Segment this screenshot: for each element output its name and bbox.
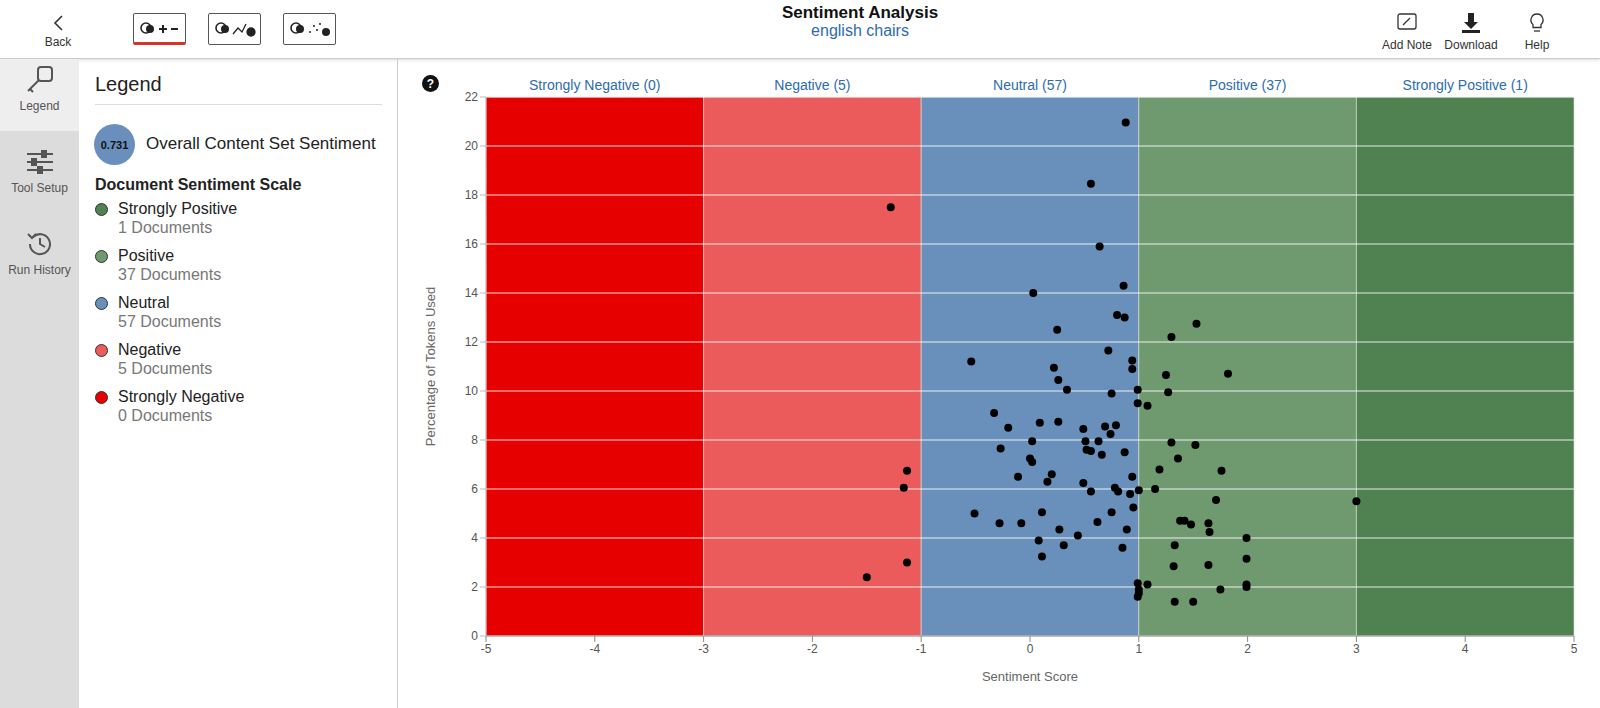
html-text:0.731: 0.731: [100, 138, 129, 151]
html-text:Legend: Legend: [95, 73, 162, 95]
svg-text:8: 8: [471, 433, 478, 447]
html-text:Document Sentiment Scale: Document Sentiment Scale: [95, 176, 302, 193]
html-text:Overall Content Set Sentiment: Overall Content Set Sentiment: [146, 134, 376, 153]
svg-text:Neutral (57): Neutral (57): [993, 77, 1067, 93]
html-text:Help: Help: [1524, 38, 1550, 52]
svg-text:20: 20: [465, 139, 479, 153]
svg-text:1: 1: [1135, 642, 1142, 656]
html-text:Strongly Positive: Strongly Positive: [118, 200, 238, 217]
svg-text:-1: -1: [916, 642, 927, 656]
svg-text:18: 18: [465, 188, 479, 202]
svg-text:-2: -2: [807, 642, 818, 656]
svg-text:6: 6: [471, 482, 478, 496]
html-text:37 Documents: 37 Documents: [118, 266, 222, 283]
html-text:Neutral: Neutral: [118, 294, 170, 311]
svg-text:0: 0: [1027, 642, 1034, 656]
html-text:1 Documents: 1 Documents: [118, 219, 213, 236]
svg-text:Strongly Positive (1): Strongly Positive (1): [1403, 77, 1528, 93]
svg-text:22: 22: [465, 90, 479, 104]
svg-text:3: 3: [1353, 642, 1360, 656]
html-text:Negative: Negative: [118, 341, 182, 358]
svg-text:10: 10: [465, 384, 479, 398]
svg-text:16: 16: [465, 237, 479, 251]
html-text:Run History: Run History: [8, 263, 71, 277]
svg-text:0: 0: [471, 629, 478, 643]
svg-text:2: 2: [1244, 642, 1251, 656]
svg-text:Negative (5): Negative (5): [774, 77, 850, 93]
svg-text:12: 12: [465, 335, 479, 349]
svg-text:Sentiment Score: Sentiment Score: [982, 669, 1078, 684]
html-text:Positive: Positive: [118, 247, 174, 264]
svg-text:2: 2: [471, 580, 478, 594]
html-text:Strongly Negative: Strongly Negative: [118, 388, 245, 405]
html-text:Download: Download: [1444, 38, 1498, 52]
svg-text:4: 4: [1462, 642, 1469, 656]
html-text:Add Note: Add Note: [1382, 38, 1432, 52]
html-text:Back: Back: [44, 35, 72, 49]
html-text:5 Documents: 5 Documents: [118, 360, 213, 377]
html-text:Tool Setup: Tool Setup: [11, 181, 68, 195]
svg-text:-4: -4: [589, 642, 600, 656]
html-text:Sentiment Analysis: Sentiment Analysis: [781, 3, 939, 22]
svg-text:-5: -5: [481, 642, 492, 656]
svg-text:Percentage of Tokens Used: Percentage of Tokens Used: [423, 287, 438, 446]
svg-text:Positive (37): Positive (37): [1209, 77, 1287, 93]
html-text:0 Documents: 0 Documents: [118, 407, 213, 424]
svg-text:-3: -3: [698, 642, 709, 656]
svg-text:5: 5: [1571, 642, 1578, 656]
html-text:57 Documents: 57 Documents: [118, 313, 222, 330]
svg-text:14: 14: [465, 286, 479, 300]
svg-text:4: 4: [471, 531, 478, 545]
html-text:english chairs: english chairs: [811, 22, 909, 39]
html-text:Legend: Legend: [19, 99, 60, 113]
svg-text:Strongly Negative (0): Strongly Negative (0): [529, 77, 661, 93]
